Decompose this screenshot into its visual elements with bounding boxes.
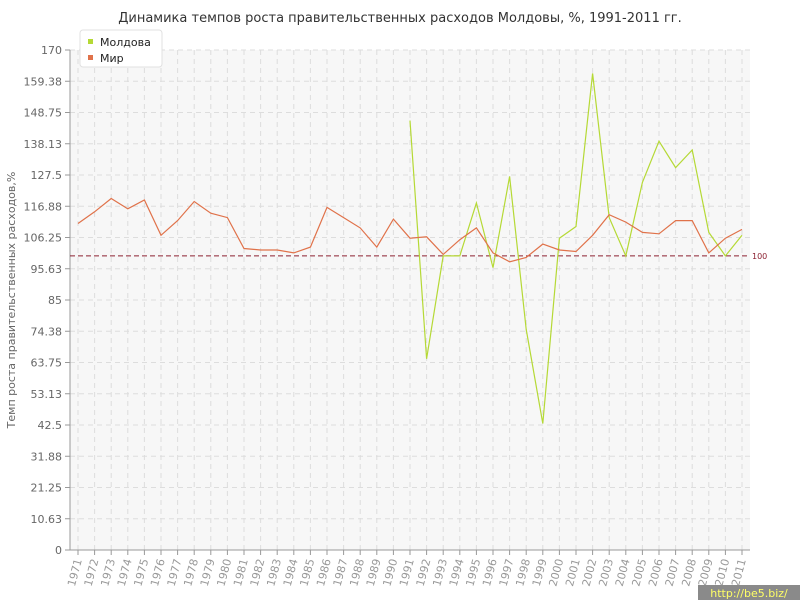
reference-line-label: 100 [752,252,767,261]
legend[interactable]: Молдова Мир [79,29,163,68]
legend-box [79,29,163,68]
x-gridlines [77,50,743,555]
legend-label-world[interactable]: Мир [100,52,124,65]
y-tick-label: 85 [48,294,62,307]
watermark-link[interactable]: http://be5.biz/ [710,587,788,600]
y-tick-labels: 0 10.63 21.25 31.88 42.5 53.13 63.75 74.38 85 95.… [24,44,63,557]
series-line-world [77,197,743,263]
y-tick-label: 42.5 [38,419,63,432]
y-gridlines [65,49,750,551]
y-tick-label: 170 [41,44,62,57]
y-tick-label: 106.25 [24,232,63,245]
y-tick-label: 10.63 [31,513,63,526]
y-tick-label: 74.38 [31,325,63,338]
chart-title: Динамика темпов роста правительственных … [118,11,682,26]
x-tick-labels: 1971197219731974197519761977197819791980… [65,557,749,587]
y-tick-label: 159.38 [24,75,63,88]
legend-swatch-moldova [88,39,93,44]
y-tick-label: 127.5 [31,169,63,182]
y-tick-label: 95.63 [31,263,63,276]
x-tick-label: 2011 [729,557,749,587]
y-tick-label: 116.88 [24,200,63,213]
y-tick-label: 0 [55,544,62,557]
y-tick-label: 31.88 [31,450,63,463]
y-axis-label: Темп роста правительственных расходов,% [5,172,18,430]
y-tick-label: 148.75 [24,107,63,120]
legend-swatch-world [88,55,93,60]
series-layer [77,73,743,424]
y-tick-label: 138.13 [24,138,63,151]
watermark-background [698,585,800,600]
y-tick-label: 63.75 [31,357,63,370]
y-tick-label: 53.13 [31,388,63,401]
y-tick-label: 21.25 [31,482,63,495]
legend-label-moldova[interactable]: Молдова [100,36,151,49]
watermark[interactable]: http://be5.biz/ [698,585,800,600]
series-line-moldova [409,73,743,424]
